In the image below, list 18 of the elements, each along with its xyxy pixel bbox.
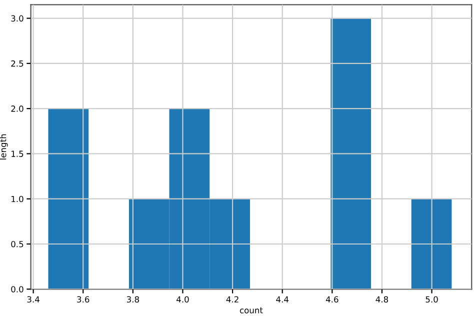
x-axis-title: count [240,307,263,314]
x-tick-label: 5.0 [426,296,438,303]
y-tick-label: 1.5 [12,150,24,157]
x-tick-label: 4.0 [176,296,189,303]
x-tick-label: 4.8 [376,296,388,303]
y-tick-label: 1.0 [12,196,24,202]
y-tick-label: 3.0 [11,15,24,22]
x-tick-label: 3.4 [27,296,40,303]
y-tick-label: 0.5 [11,240,24,248]
y-axis-title: length [0,134,8,160]
x-tick-label: 4.2 [226,296,238,302]
x-tick-label: 3.8 [126,296,139,303]
x-tick-label: 3.6 [77,296,90,303]
x-tick-label: 4.6 [326,296,338,303]
x-tick-label: 4.4 [276,296,289,302]
y-tick-label: 0.0 [11,286,24,292]
y-tick-label: 2.5 [11,60,24,67]
y-tick-label: 2.0 [11,106,24,112]
